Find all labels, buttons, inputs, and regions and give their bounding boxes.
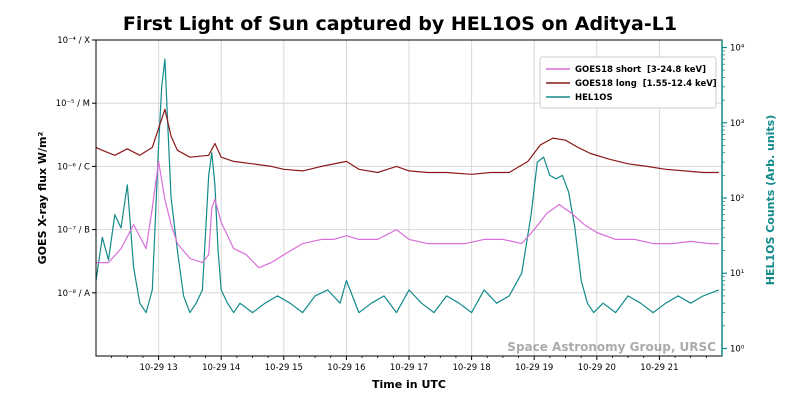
right-axis-ticks: 10⁰ 10¹ 10² 10³ 10⁴ <box>722 44 745 354</box>
legend-label-goes-short: GOES18 short [3-24.8 keV] <box>575 65 706 75</box>
x-tick-label: 10-29 18 <box>452 363 490 373</box>
y-left-tick-label: 10⁻⁷ / B <box>57 226 90 236</box>
x-tick-label: 10-29 15 <box>265 363 303 373</box>
y-left-tick-label: 10⁻⁴ / X <box>57 36 90 46</box>
chart-title: First Light of Sun captured by HEL1OS on… <box>123 13 677 35</box>
legend-label-hel1os: HEL1OS <box>575 93 613 103</box>
y-right-tick-label: 10² <box>730 194 744 204</box>
y-right-tick-label: 10⁰ <box>730 344 745 354</box>
x-tick-label: 10-29 14 <box>202 363 240 373</box>
y-left-tick-label: 10⁻⁸ / A <box>57 289 90 299</box>
x-tick-label: 10-29 19 <box>515 363 553 373</box>
series-hel1os-line <box>95 58 720 314</box>
y-axis-label-left: GOES X-ray flux W/m² <box>36 132 49 265</box>
watermark: Space Astronomy Group, URSC <box>507 340 716 354</box>
y-right-tick-label: 10³ <box>730 119 744 129</box>
legend-box <box>539 56 717 109</box>
left-axis-ticks: 10⁻⁴ / X 10⁻⁵ / M 10⁻⁶ / C 10⁻⁷ / B 10⁻⁸ / A <box>56 36 96 299</box>
y-right-tick-label: 10⁴ <box>730 44 745 54</box>
legend-label-goes-long: GOES18 long [1.55-12.4 keV] <box>575 79 717 89</box>
x-tick-label: 10-29 20 <box>578 363 616 373</box>
y-axis-label-right: HEL1OS Counts (Arb. units) <box>764 115 777 286</box>
series-layer <box>95 58 720 314</box>
x-tick-label: 10-29 16 <box>327 363 365 373</box>
x-tick-label: 10-29 17 <box>390 363 428 373</box>
y-left-tick-label: 10⁻⁶ / C <box>57 162 90 172</box>
x-axis-ticks: 10-29 13 10-29 14 10-29 15 10-29 16 10-29 17… <box>111 356 707 373</box>
x-tick-label: 10-29 13 <box>139 363 177 373</box>
y-left-tick-label: 10⁻⁵ / M <box>56 99 90 109</box>
y-right-tick-label: 10¹ <box>730 269 744 279</box>
series-goes-short-line <box>96 160 719 269</box>
series-goes-long-line <box>95 108 719 175</box>
x-tick-label: 10-29 21 <box>640 363 678 373</box>
legend: GOES18 short [3-24.8 keV] GOES18 long [1… <box>539 56 717 109</box>
x-axis-label: Time in UTC <box>372 378 446 391</box>
